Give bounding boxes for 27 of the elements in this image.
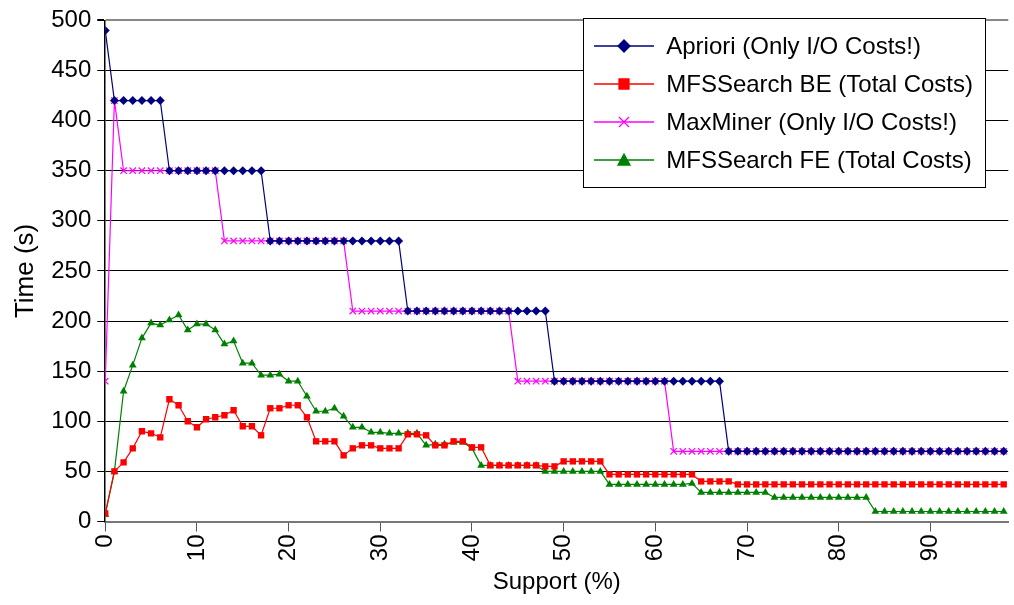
legend-label: MFSSearch BE (Total Costs): [666, 69, 973, 99]
y-tick-label: 350: [51, 155, 92, 183]
x-tick-label: 60: [639, 534, 667, 562]
x-axis-title: Support (%): [492, 567, 621, 595]
legend-label: MFSSearch FE (Total Costs): [666, 145, 972, 175]
y-tick-label: 200: [51, 305, 92, 333]
x-tick-label: 10: [181, 534, 209, 562]
y-tick-label: 150: [51, 355, 92, 383]
x-tick-label: 40: [456, 534, 484, 562]
legend-label: MaxMiner (Only I/O Costs!): [666, 107, 957, 137]
y-tick-label: 250: [51, 255, 92, 283]
y-tick-label: 300: [51, 205, 92, 233]
y-tick-label: 400: [51, 105, 92, 133]
legend-label: Apriori (Only I/O Costs!): [666, 31, 921, 61]
x-tick-label: 20: [273, 534, 301, 562]
x-tick-label: 0: [89, 534, 117, 548]
y-tick-label: 0: [77, 506, 92, 534]
y-tick-label: 450: [51, 55, 92, 83]
x-tick-label: 70: [731, 534, 759, 562]
y-axis-title: Time (s): [8, 223, 39, 319]
y-tick-label: 50: [64, 456, 92, 484]
x-tick-label: 80: [823, 534, 851, 562]
x-tick-label: 90: [915, 534, 942, 562]
x-tick-label: 30: [364, 534, 392, 562]
x-tick-label: 50: [548, 534, 576, 562]
y-tick-label: 500: [51, 5, 92, 33]
y-tick-label: 100: [51, 405, 92, 433]
